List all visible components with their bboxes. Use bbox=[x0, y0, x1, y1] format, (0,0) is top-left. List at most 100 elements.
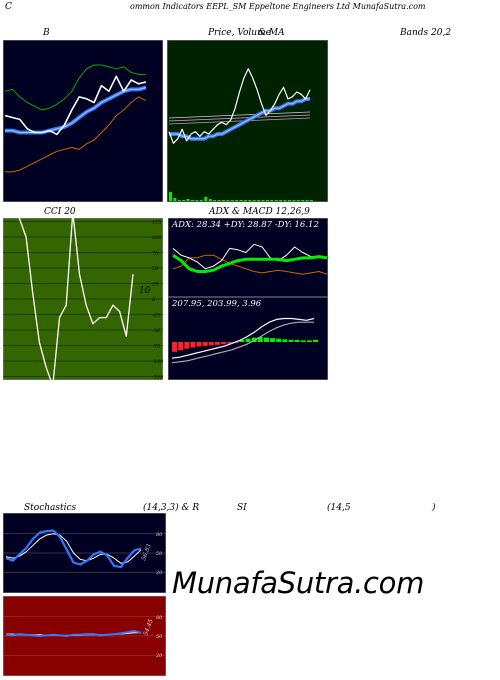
rsi-tick-label: 50 bbox=[156, 634, 163, 640]
macd-histogram-bar bbox=[282, 339, 288, 343]
macd-readout: 207.95, 203.99, 3.96 bbox=[172, 299, 262, 309]
macd-histogram-bar bbox=[270, 338, 276, 342]
macd-histogram-bar bbox=[233, 342, 239, 344]
cci-tick-label: 100 bbox=[152, 235, 162, 241]
cci-tick-label: -100 bbox=[152, 359, 163, 365]
volume-bar bbox=[195, 200, 199, 201]
bands-label: Bands 20,2 bbox=[400, 28, 452, 38]
bollinger-panel bbox=[3, 40, 163, 202]
adx-chart bbox=[168, 218, 328, 297]
volume-bar bbox=[270, 200, 274, 201]
cci-tick-label: -25 bbox=[152, 313, 160, 319]
macd-histogram-bar bbox=[172, 342, 177, 352]
bollinger-chart bbox=[3, 40, 163, 202]
header-c: C bbox=[5, 2, 12, 12]
volume-bar bbox=[182, 200, 186, 201]
price-ma-chart bbox=[167, 40, 328, 202]
rsi-tick-label: 80 bbox=[156, 615, 163, 621]
volume-bar bbox=[288, 200, 291, 201]
stoch-k-line bbox=[5, 529, 142, 569]
macd-line bbox=[171, 317, 315, 359]
bollinger-bg bbox=[3, 40, 163, 202]
volume-bar bbox=[265, 200, 269, 201]
cci-tick-label: 50 bbox=[152, 266, 159, 272]
si-label: SI bbox=[237, 503, 247, 513]
cci-tick-label: 25 bbox=[151, 282, 158, 288]
volume-bar bbox=[226, 200, 230, 201]
volume-bar bbox=[292, 200, 296, 201]
macd-histogram-bar bbox=[264, 337, 269, 342]
cci-tick-label: -50 bbox=[152, 328, 161, 334]
volume-bar bbox=[199, 200, 203, 201]
macd-histogram-bar bbox=[306, 340, 312, 343]
macd-histogram-bar bbox=[300, 340, 306, 343]
macd-histogram-bar bbox=[288, 339, 294, 342]
volume-bar bbox=[191, 200, 194, 201]
upper-band-line bbox=[4, 64, 146, 111]
bollinger-label: B bbox=[43, 28, 50, 38]
macd-histogram-bar bbox=[294, 339, 300, 342]
macd-histogram-bar bbox=[184, 342, 190, 349]
cci-tick-label: 0 bbox=[152, 297, 156, 303]
macd-histogram-bar bbox=[196, 342, 202, 347]
adx-readout: ADX: 28.34 +DY: 28.87 -DY: 16.12 bbox=[172, 220, 319, 230]
middle-band-highlight bbox=[5, 87, 147, 133]
macd-histogram-bar bbox=[257, 337, 263, 342]
macd-histogram-bar bbox=[221, 342, 226, 345]
rsi-params: (14,5 bbox=[327, 503, 351, 513]
volume-bar bbox=[204, 197, 208, 201]
volume-bar bbox=[248, 200, 252, 201]
bollinger-price-line bbox=[4, 75, 147, 136]
minus-dy-line bbox=[172, 254, 328, 275]
macd-histogram-bar bbox=[208, 342, 214, 346]
volume-bar bbox=[230, 200, 234, 201]
cci-tick-label: 125 bbox=[152, 220, 162, 226]
volume-bar bbox=[283, 200, 287, 201]
volume-bar bbox=[279, 200, 283, 201]
macd-histogram-bar bbox=[190, 342, 196, 348]
cci-panel: 1751501251007550250-25-50-75-100-125-150… bbox=[3, 218, 163, 380]
cci-chart: 1751501251007550250-25-50-75-100-125-150… bbox=[3, 218, 163, 380]
macd-histogram-bar bbox=[245, 338, 251, 342]
macd-panel bbox=[168, 297, 328, 380]
stoch-label: Stochastics bbox=[24, 503, 77, 513]
volume-bar bbox=[169, 192, 172, 201]
macd-signal-line bbox=[171, 321, 314, 364]
lower-band-line bbox=[5, 96, 147, 173]
ma-ribbon-1 bbox=[168, 111, 311, 119]
price-ma-highlight bbox=[169, 98, 310, 140]
cci-tick-label: 75 bbox=[152, 251, 158, 257]
adx-panel bbox=[168, 218, 328, 297]
watermark: MunafaSutra.com bbox=[172, 566, 425, 600]
volume-bar bbox=[243, 200, 247, 201]
stoch-tick-label: 80 bbox=[156, 532, 163, 538]
macd-histogram-bar bbox=[239, 339, 245, 342]
cci-tick-label: -125 bbox=[152, 375, 163, 381]
adx-macd-label: ADX & MACD 12,26,9 bbox=[209, 207, 310, 217]
rsi-tick-label: 20 bbox=[155, 653, 163, 659]
volume-bar bbox=[186, 199, 190, 201]
macd-histogram-bar bbox=[227, 342, 233, 344]
volume-bar bbox=[301, 200, 305, 201]
ma-label: & MA bbox=[258, 28, 285, 38]
volume-bar bbox=[235, 200, 239, 201]
volume-bar bbox=[173, 198, 177, 201]
close-paren: ) bbox=[432, 503, 436, 513]
stoch-params: (14,3,3) & R bbox=[143, 503, 200, 513]
volume-bar bbox=[257, 200, 261, 201]
macd-histogram-bar bbox=[251, 337, 257, 342]
plus-dy-line bbox=[172, 243, 328, 270]
volume-bar bbox=[296, 200, 300, 201]
header-title: ommon Indicators EEPL_SM Eppeltone Engin… bbox=[130, 2, 426, 11]
stoch-tick-label: 50 bbox=[156, 551, 163, 557]
volume-bar bbox=[252, 200, 256, 201]
volume-bar bbox=[310, 200, 313, 201]
volume-bar bbox=[239, 200, 243, 201]
volume-bar bbox=[274, 200, 278, 201]
ma-ribbon-2 bbox=[168, 114, 311, 122]
macd-chart bbox=[168, 297, 328, 380]
volume-bar bbox=[261, 200, 265, 201]
volume-bar bbox=[305, 200, 309, 201]
